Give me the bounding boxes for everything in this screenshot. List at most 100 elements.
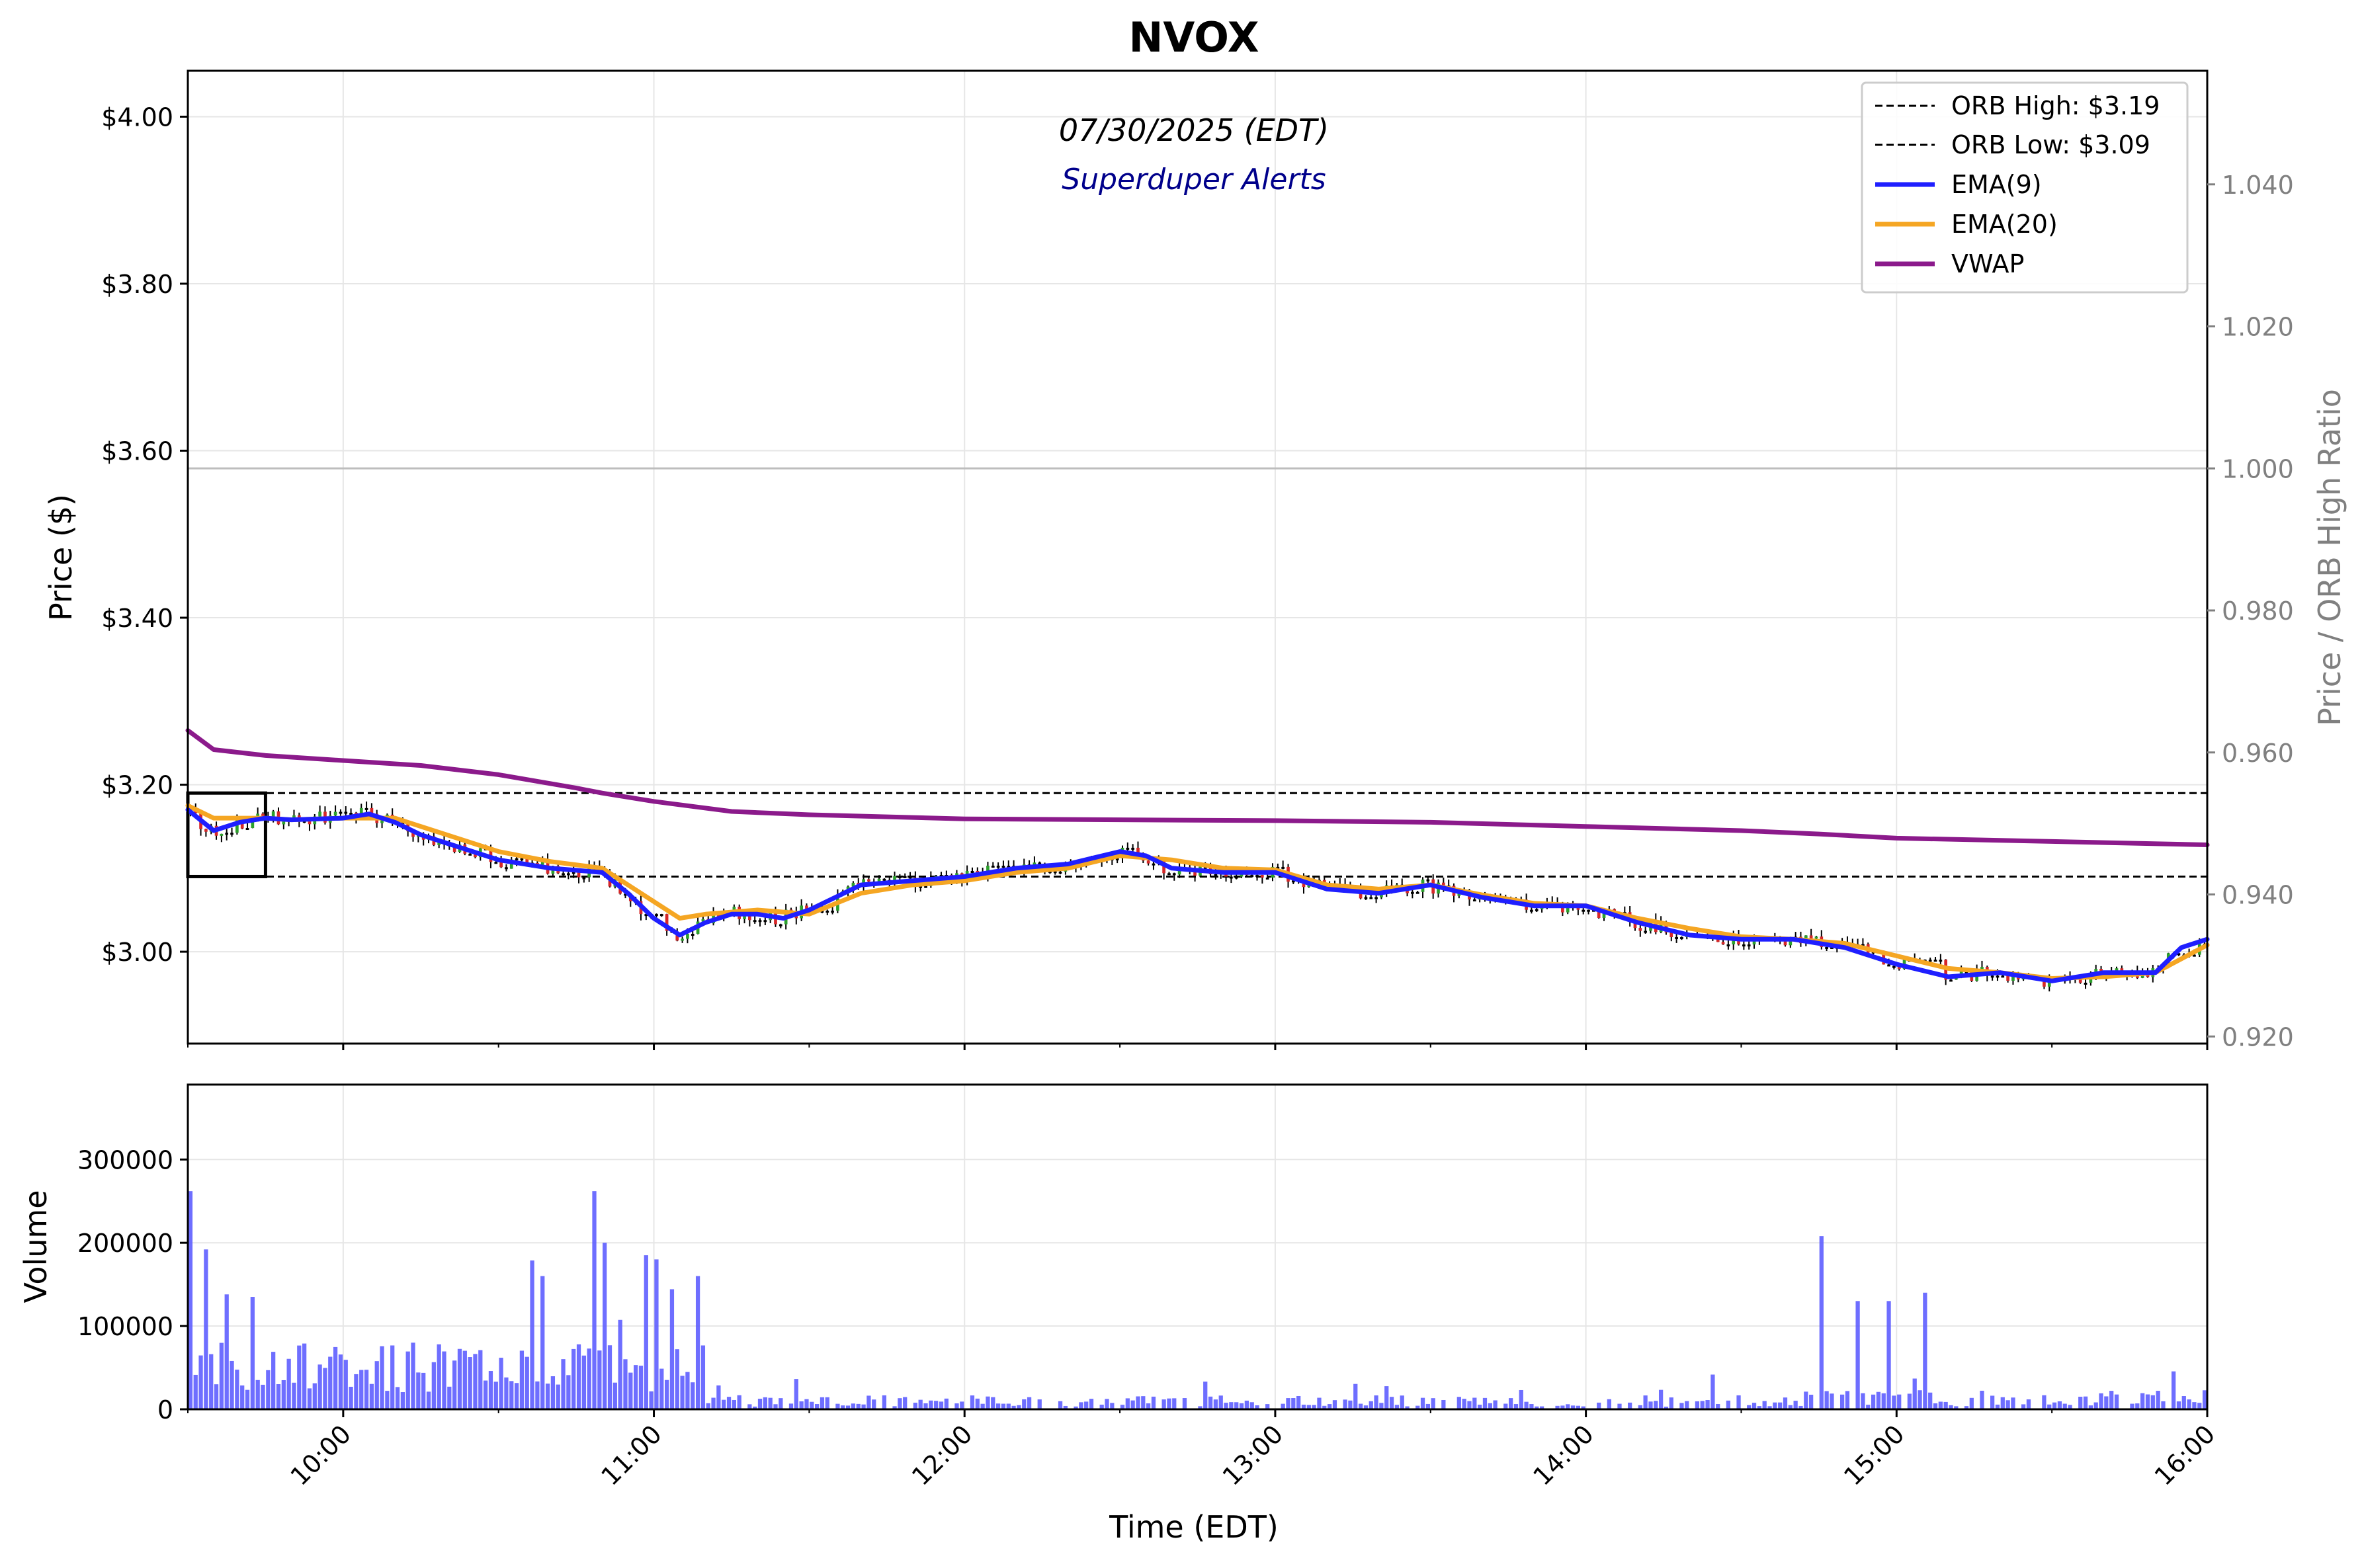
volume-bar xyxy=(810,1401,814,1409)
volume-bar xyxy=(1167,1398,1171,1409)
volume-bar xyxy=(271,1352,276,1409)
volume-bar xyxy=(302,1343,307,1409)
candle-body xyxy=(1602,913,1606,919)
volume-bar xyxy=(1420,1397,1425,1409)
volume-bar xyxy=(592,1191,597,1409)
volume-bar xyxy=(820,1397,825,1409)
volume-bar xyxy=(757,1399,763,1409)
candle-body xyxy=(1644,930,1647,933)
volume-bar xyxy=(204,1249,208,1409)
legend-label-ema9: EMA(9) xyxy=(1951,170,2042,199)
candle-body xyxy=(1291,880,1295,883)
time-axis-label: Time (EDT) xyxy=(1109,1509,1279,1545)
candle-body xyxy=(525,858,529,863)
volume-axis-label: Volume xyxy=(18,1190,54,1303)
volume-bar xyxy=(2026,1399,2031,1409)
volume-bar xyxy=(716,1385,721,1409)
volume-bar xyxy=(618,1319,622,1409)
candle-body xyxy=(1861,944,1865,946)
candle-body xyxy=(970,871,974,874)
volume-bar xyxy=(509,1381,514,1409)
candle-body xyxy=(644,914,648,917)
volume-bar xyxy=(338,1354,343,1409)
legend-label-orb-low: ORB Low: $3.09 xyxy=(1951,130,2150,159)
volume-bar xyxy=(193,1374,198,1409)
ratio-tick-label-4: 1.000 xyxy=(2222,454,2294,483)
candle-body xyxy=(251,817,255,829)
volume-bar xyxy=(1845,1391,1850,1409)
candle-body xyxy=(282,820,286,825)
volume-bar xyxy=(1539,1406,1544,1409)
candle-body xyxy=(271,811,275,819)
candle-body xyxy=(867,879,870,882)
volume-bar xyxy=(1964,1406,1969,1409)
volume-bar xyxy=(1079,1402,1083,1409)
candle-body xyxy=(1115,858,1119,860)
volume-bar xyxy=(1710,1374,1715,1409)
volume-bar xyxy=(292,1382,296,1409)
volume-bar xyxy=(1172,1398,1177,1409)
volume-bar xyxy=(1638,1405,1642,1409)
volume-bar xyxy=(473,1354,478,1409)
candle-body xyxy=(333,811,337,816)
volume-bar xyxy=(1369,1401,1373,1409)
candle-body xyxy=(540,860,544,865)
volume-tick-label-0: 0 xyxy=(157,1395,173,1424)
volume-bar xyxy=(1482,1397,1488,1409)
volume-bar xyxy=(856,1403,861,1409)
volume-bar xyxy=(1581,1406,1585,1409)
volume-bar xyxy=(861,1404,866,1409)
candle-body xyxy=(318,811,321,817)
candle-body xyxy=(452,845,456,852)
volume-bar xyxy=(188,1191,193,1409)
chart-title: NVOX xyxy=(1128,13,1259,62)
volume-bar xyxy=(478,1350,483,1409)
volume-bar xyxy=(995,1403,1001,1409)
volume-bar xyxy=(1291,1398,1296,1409)
volume-tick-label-3: 300000 xyxy=(77,1145,173,1175)
volume-bar xyxy=(634,1365,638,1409)
candle-body xyxy=(1001,866,1005,868)
volume-bar xyxy=(991,1397,995,1409)
ratio-tick-label-2: 0.960 xyxy=(2222,739,2294,768)
candle-body xyxy=(386,814,389,817)
volume-bar xyxy=(1151,1396,1156,1409)
volume-bar xyxy=(323,1368,327,1409)
volume-bar xyxy=(804,1399,809,1409)
volume-bar xyxy=(726,1397,732,1409)
volume-bar xyxy=(866,1395,871,1409)
candle-body xyxy=(1597,909,1601,919)
volume-bar xyxy=(2197,1403,2202,1409)
volume-bar xyxy=(1462,1399,1466,1409)
volume-bar xyxy=(2135,1403,2140,1409)
volume-bar xyxy=(1566,1404,1570,1409)
volume-bar xyxy=(1923,1292,1927,1409)
volume-bar xyxy=(898,1398,902,1409)
volume-bar xyxy=(773,1404,778,1409)
candle-body xyxy=(1415,891,1419,894)
volume-bar xyxy=(700,1345,706,1409)
candle-body xyxy=(1566,905,1570,913)
volume-bar xyxy=(571,1348,576,1409)
volume-bar xyxy=(638,1366,644,1409)
volume-bar xyxy=(1705,1400,1710,1409)
volume-bar xyxy=(576,1344,581,1409)
volume-bar xyxy=(1643,1395,1648,1409)
volume-bar xyxy=(2042,1395,2047,1409)
candle-body xyxy=(1411,891,1414,894)
volume-bar xyxy=(1933,1403,1938,1409)
candle-body xyxy=(2001,975,2005,978)
legend-label-orb-high: ORB High: $3.19 xyxy=(1951,91,2160,120)
volume-bar xyxy=(437,1344,441,1409)
volume-bar xyxy=(1058,1401,1063,1409)
volume-bar xyxy=(1809,1394,1814,1409)
volume-bar xyxy=(1472,1397,1477,1409)
price-tick-label-4: $3.80 xyxy=(101,270,173,299)
volume-bar xyxy=(1441,1399,1446,1409)
candle-body xyxy=(261,813,265,817)
volume-bar xyxy=(1146,1403,1151,1409)
volume-bar xyxy=(519,1350,525,1409)
price-grid xyxy=(188,71,2208,1044)
candle-body xyxy=(1747,944,1751,947)
